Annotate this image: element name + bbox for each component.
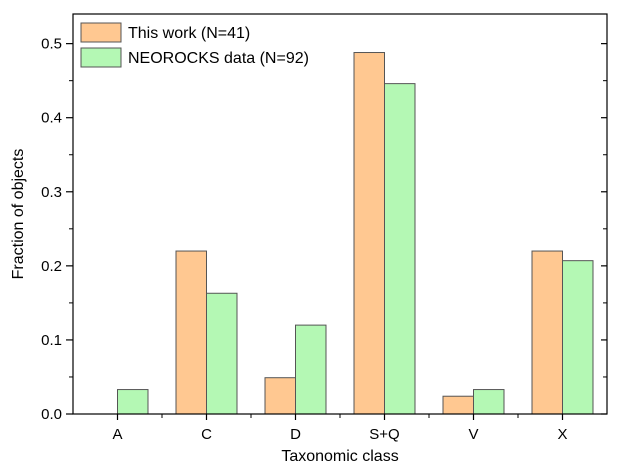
- bar-neorocks-sq: [384, 83, 416, 415]
- legend-label: This work (N=41): [128, 25, 250, 42]
- y-tick-label: 0.3: [41, 184, 62, 201]
- legend-label: NEOROCKS data (N=92): [128, 50, 309, 67]
- x-axis-title: Taxonomic class: [281, 448, 398, 465]
- y-axis-ticks: 0.0 0.1 0.2 0.3 0.4 0.5: [41, 36, 607, 423]
- x-tick-label: D: [290, 426, 301, 443]
- x-tick-label: C: [201, 426, 212, 443]
- x-tick-label: S+Q: [369, 426, 399, 443]
- legend-swatch: [80, 47, 122, 68]
- bar-neorocks-d: [295, 324, 327, 415]
- y-tick-label: 0.1: [41, 332, 62, 349]
- bar-this-work-c: [175, 250, 207, 415]
- x-tick-label: X: [557, 426, 567, 443]
- bar-this-work-v: [442, 395, 474, 415]
- x-axis-ticks: A C D S+Q V X: [112, 414, 568, 443]
- bar-this-work-sq: [353, 52, 385, 415]
- x-tick-label: V: [468, 426, 478, 443]
- y-tick-label: 0.0: [41, 406, 62, 423]
- bar-neorocks-a: [117, 389, 149, 415]
- bar-neorocks-v: [473, 389, 505, 415]
- bars-group: [117, 52, 594, 415]
- legend: This work (N=41) NEOROCKS data (N=92): [80, 22, 309, 68]
- bar-neorocks-x: [562, 260, 594, 415]
- bar-this-work-d: [264, 377, 296, 415]
- x-tick-label: A: [112, 426, 122, 443]
- y-tick-label: 0.4: [41, 110, 62, 127]
- y-axis-title: Fraction of objects: [10, 149, 27, 280]
- bar-this-work-x: [531, 250, 563, 415]
- y-tick-label: 0.2: [41, 258, 62, 275]
- y-tick-label: 0.5: [41, 36, 62, 53]
- bar-neorocks-c: [206, 292, 238, 415]
- legend-swatch: [80, 22, 122, 43]
- plot-frame: [72, 13, 608, 415]
